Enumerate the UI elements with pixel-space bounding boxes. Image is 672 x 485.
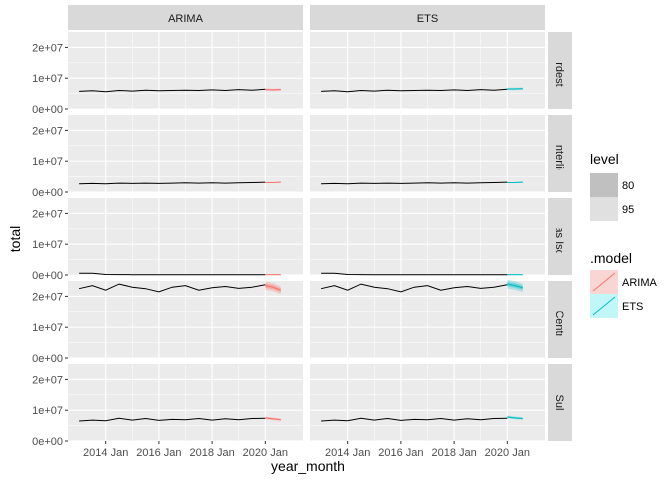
x-tick-label: 2018 Jan xyxy=(431,447,476,459)
legend-model-title: .model xyxy=(590,250,632,266)
legend-level-95-label: 95 xyxy=(622,204,634,216)
y-tick-label: 1e+07 xyxy=(32,156,63,168)
x-axis-title: year_month xyxy=(271,458,345,474)
legend-ets-label: ETS xyxy=(622,301,643,313)
y-tick-label: 1e+07 xyxy=(32,73,63,85)
strip-label-arima: ARIMA xyxy=(168,13,204,25)
y-tick-label: 0e+00 xyxy=(32,187,63,199)
y-tick-label: 1e+07 xyxy=(32,322,63,334)
x-tick-label: 2016 Jan xyxy=(136,447,181,459)
y-tick-label: 2e+07 xyxy=(32,374,63,386)
y-tick-label: 0e+00 xyxy=(32,104,63,116)
y-tick-label: 0e+00 xyxy=(32,270,63,282)
legend-arima-label: ARIMA xyxy=(622,277,658,289)
legend-level-95-key xyxy=(590,197,618,221)
legend-level-80-key xyxy=(590,173,618,197)
legend-level-title: level xyxy=(590,151,619,167)
y-tick-label: 2e+07 xyxy=(32,125,63,137)
y-tick-label: 2e+07 xyxy=(32,42,63,54)
y-tick-label: 2e+07 xyxy=(32,208,63,220)
x-tick-label: 2014 Jan xyxy=(83,447,128,459)
strip-label-ets: ETS xyxy=(417,13,438,25)
y-tick-label: 0e+00 xyxy=(32,436,63,448)
y-tick-label: 1e+07 xyxy=(32,405,63,417)
x-tick-label: 2020 Jan xyxy=(485,447,530,459)
row-strip-label-4: Sul xyxy=(553,395,565,411)
x-tick-label: 2018 Jan xyxy=(189,447,234,459)
y-tick-label: 1e+07 xyxy=(32,239,63,251)
y-axis-title: total xyxy=(7,226,23,252)
y-tick-label: 0e+00 xyxy=(32,353,63,365)
x-tick-label: 2016 Jan xyxy=(378,447,423,459)
legend-level-80-label: 80 xyxy=(622,180,634,192)
y-tick-label: 2e+07 xyxy=(32,291,63,303)
